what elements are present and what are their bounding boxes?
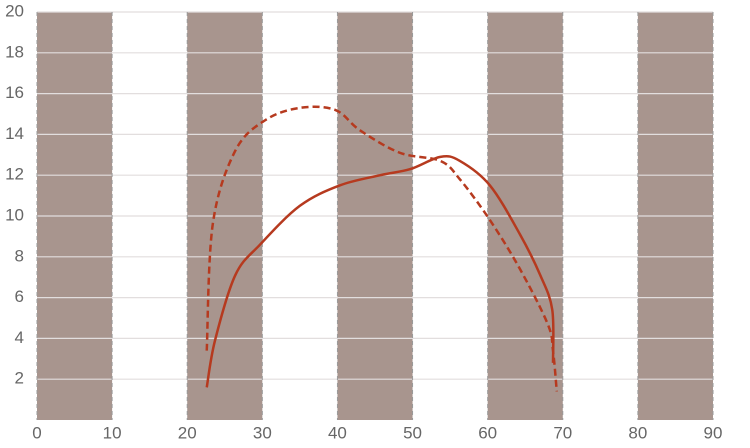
x-tick-label: 10 — [103, 423, 122, 442]
x-tick-label: 30 — [253, 423, 272, 442]
x-tick-label: 70 — [553, 423, 572, 442]
line — [205, 154, 555, 388]
x-tick-label: 60 — [478, 423, 497, 442]
y-tick-label: 4 — [15, 328, 24, 347]
x-tick-label: 0 — [32, 423, 41, 442]
y-tick-label: 18 — [5, 42, 24, 61]
x-tick-label: 20 — [178, 423, 197, 442]
y-tick-label: 8 — [15, 246, 24, 265]
x-tick-label: 90 — [704, 423, 723, 442]
y-tick-label: 10 — [5, 205, 24, 224]
x-tick-label: 80 — [628, 423, 647, 442]
line — [205, 105, 559, 392]
y-tick-label: 14 — [5, 124, 24, 143]
x-tick-label: 50 — [403, 423, 422, 442]
y-tick-label: 12 — [5, 165, 24, 184]
y-tick-label: 2 — [15, 369, 24, 388]
y-tick-label: 20 — [5, 1, 24, 20]
x-tick-label: 40 — [328, 423, 347, 442]
y-tick-label: 6 — [15, 287, 24, 306]
y-tick-label: 16 — [5, 83, 24, 102]
